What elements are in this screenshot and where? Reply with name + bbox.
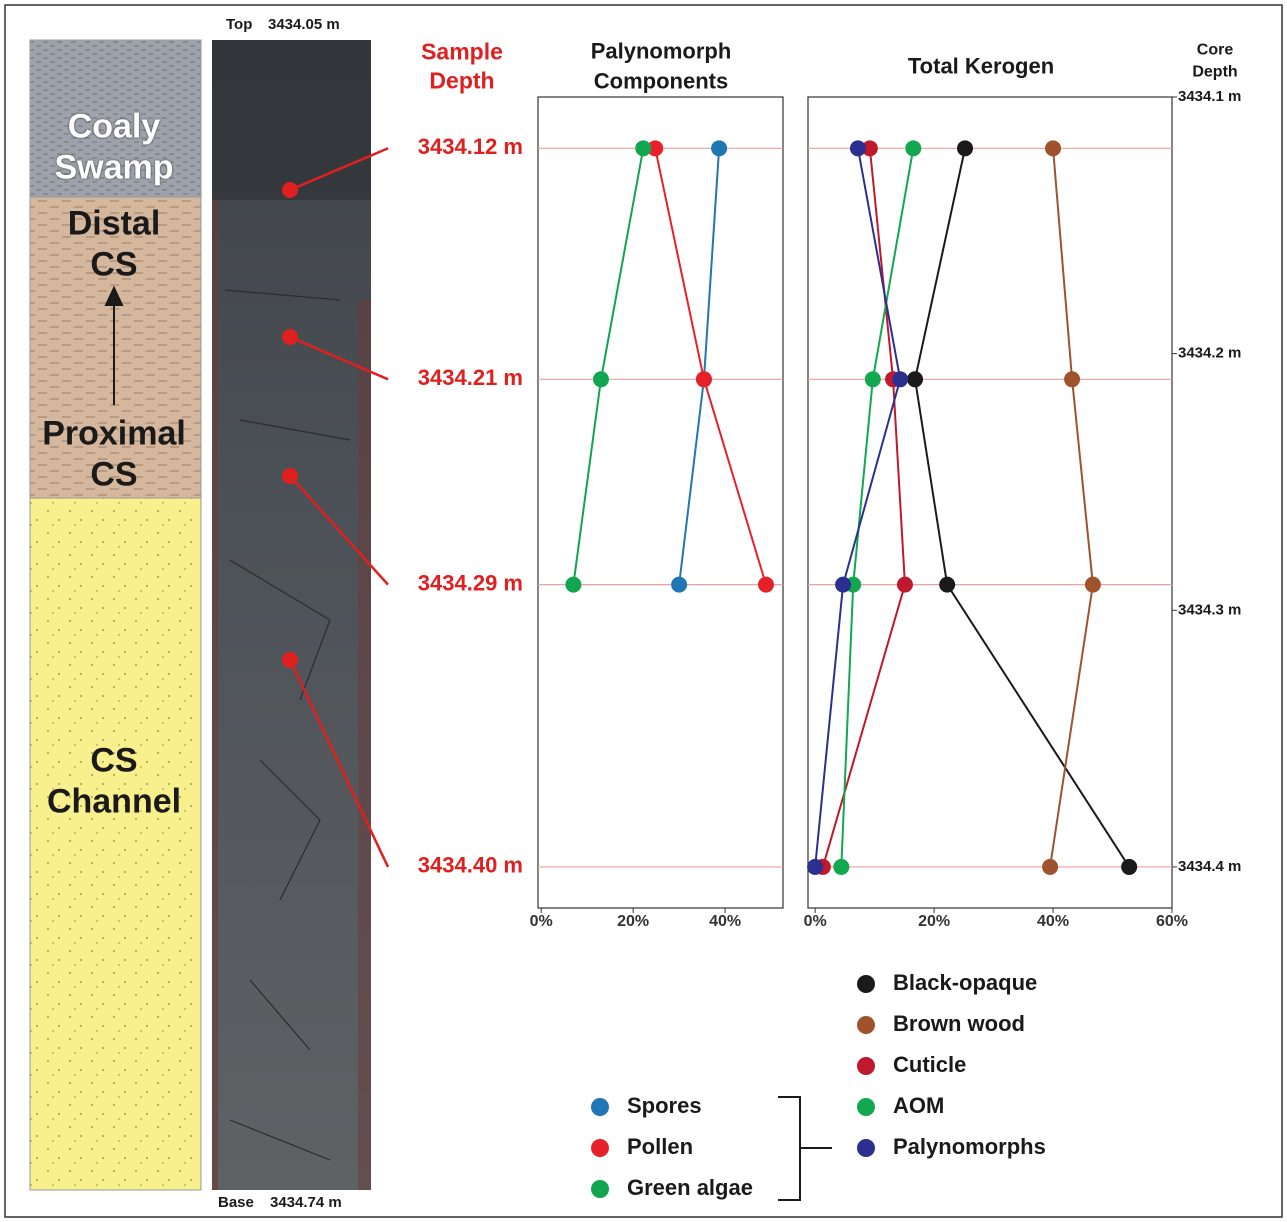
legend-marker — [857, 975, 875, 993]
point — [635, 140, 651, 156]
point — [1064, 371, 1080, 387]
chart: Top 3434.05 m Base 3434.74 m Spores Polle… — [0, 0, 1287, 1222]
y-tick-label: 3434.2 m — [1178, 345, 1241, 362]
chart-title: Palynomorph Components — [591, 36, 732, 95]
legend-label: Brown wood — [893, 1011, 1025, 1036]
bracket — [778, 1097, 832, 1200]
legend-label: Palynomorphs — [893, 1134, 1046, 1159]
litho-label: Coaly Swamp — [54, 107, 173, 190]
series-line — [815, 148, 900, 867]
core-base-depth: 3434.74 m — [270, 1194, 342, 1211]
point — [758, 577, 774, 593]
y-tick-label: 3434.1 m — [1178, 88, 1241, 105]
point — [1045, 140, 1061, 156]
litho-channel — [30, 498, 201, 1190]
x-tick-label: 40% — [709, 913, 741, 930]
point — [593, 371, 609, 387]
series-line — [655, 148, 766, 584]
legend-label: Spores — [627, 1093, 702, 1118]
point — [807, 859, 823, 875]
sample-label: 3434.40 m — [418, 853, 523, 878]
panel — [808, 97, 1172, 908]
series-line — [915, 148, 1129, 867]
litho-label: Proximal CS — [42, 414, 186, 497]
point — [1085, 577, 1101, 593]
legend-label: Pollen — [627, 1134, 693, 1159]
point — [1121, 859, 1137, 875]
sample-dot — [282, 652, 298, 668]
y-tick-label: 3434.4 m — [1178, 858, 1241, 875]
legend-marker — [857, 1057, 875, 1075]
legend-marker — [857, 1016, 875, 1034]
y-axis-label: Core Depth — [1192, 39, 1237, 82]
legend-marker — [857, 1139, 875, 1157]
y-tick-label: 3434.3 m — [1178, 601, 1241, 618]
legend-marker — [591, 1098, 609, 1116]
point — [565, 577, 581, 593]
point — [711, 140, 727, 156]
core-edge — [212, 200, 218, 1190]
core-top-depth: 3434.05 m — [268, 16, 340, 33]
point — [671, 577, 687, 593]
point — [897, 577, 913, 593]
series-line — [679, 148, 719, 584]
panel — [538, 97, 783, 908]
x-tick-label: 60% — [1156, 913, 1188, 930]
series-line — [573, 148, 643, 584]
litho-label: CS Channel — [47, 741, 181, 824]
point — [850, 140, 866, 156]
point — [833, 859, 849, 875]
point — [1042, 859, 1058, 875]
legend-marker — [591, 1139, 609, 1157]
litho-label: Distal CS — [68, 204, 161, 287]
figure: Top 3434.05 m Base 3434.74 m Spores Polle… — [0, 0, 1287, 1222]
legend-marker — [857, 1098, 875, 1116]
legend-label: AOM — [893, 1093, 944, 1118]
point — [835, 577, 851, 593]
point — [905, 140, 921, 156]
point — [957, 140, 973, 156]
point — [696, 371, 712, 387]
x-tick-label: 0% — [530, 913, 553, 930]
chart-title: Total Kerogen — [908, 52, 1054, 80]
core-base-label: Base — [218, 1194, 254, 1211]
sample-dot — [282, 468, 298, 484]
sample-dot — [282, 329, 298, 345]
series-line — [1050, 148, 1093, 867]
legend-label: Black-opaque — [893, 970, 1037, 995]
legend-marker — [591, 1180, 609, 1198]
sample-label: 3434.21 m — [418, 365, 523, 390]
x-tick-label: 20% — [918, 913, 950, 930]
legend-label: Cuticle — [893, 1052, 966, 1077]
x-tick-label: 40% — [1037, 913, 1069, 930]
sample-label: 3434.29 m — [418, 570, 523, 595]
point — [939, 577, 955, 593]
point — [892, 371, 908, 387]
point — [907, 371, 923, 387]
core-top — [212, 40, 371, 200]
sample-label: 3434.12 m — [418, 134, 523, 159]
sample-dot — [282, 182, 298, 198]
sample-title: Sample Depth — [421, 37, 503, 95]
x-tick-label: 20% — [617, 913, 649, 930]
core-top-label: Top — [226, 16, 252, 33]
core-edge — [358, 300, 371, 1190]
x-tick-label: 0% — [804, 913, 827, 930]
core-photo — [212, 40, 371, 1190]
point — [865, 371, 881, 387]
legend-label: Green algae — [627, 1175, 753, 1200]
